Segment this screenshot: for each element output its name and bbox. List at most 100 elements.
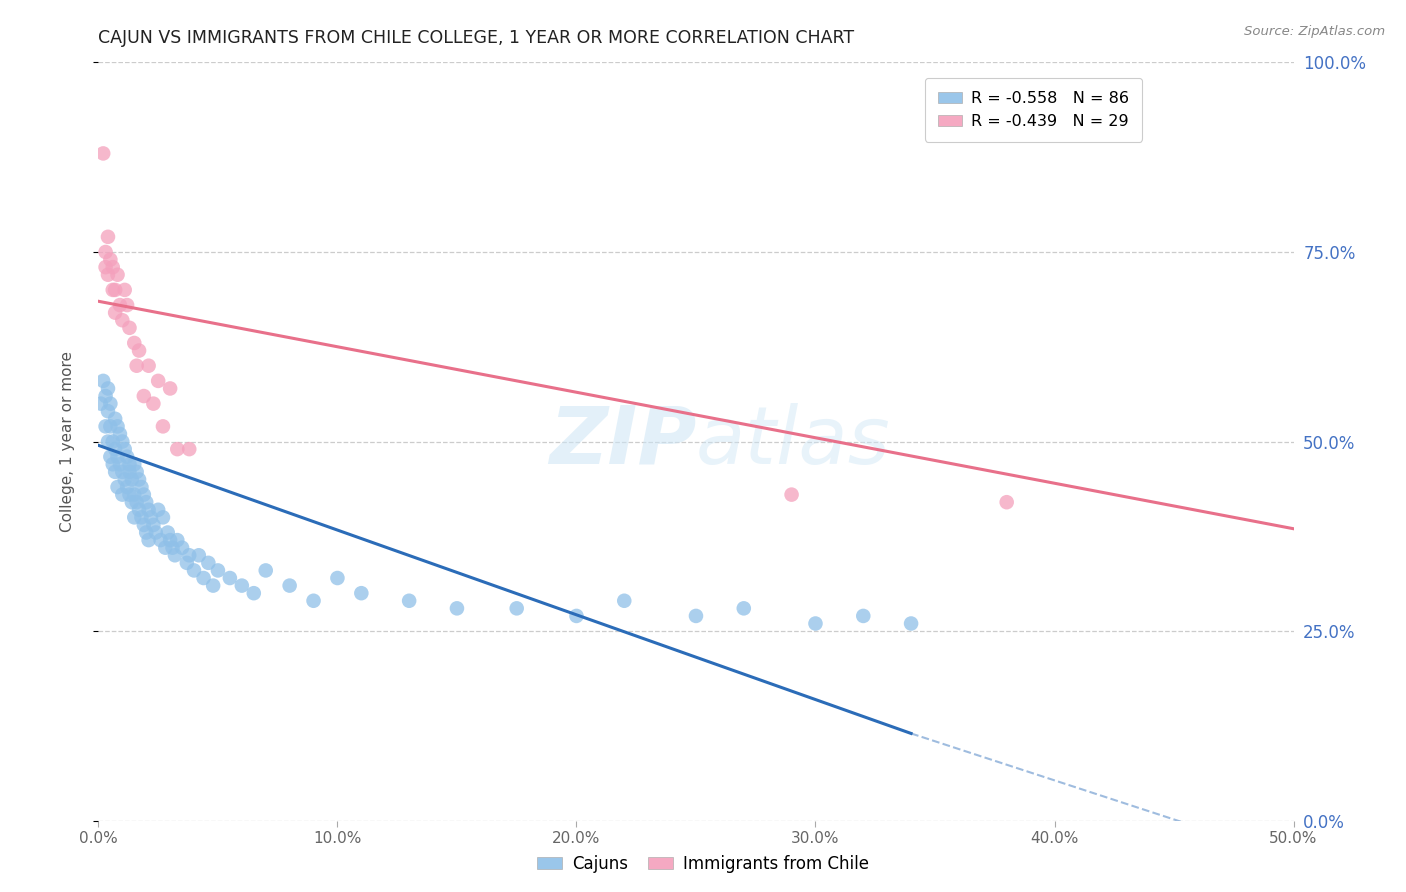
Point (900, 616, 922, 631)
Point (94, 244, 117, 259)
Point (138, 503, 160, 517)
Point (243, 586, 266, 600)
Point (139, 510, 162, 524)
Point (231, 579, 253, 593)
Point (91, 374, 114, 388)
Point (94, 389, 117, 403)
Point (108, 298, 131, 312)
Point (104, 305, 127, 319)
Point (107, 268, 129, 282)
Point (111, 434, 134, 449)
Point (98, 419, 122, 434)
Point (104, 283, 127, 297)
Point (97, 229, 120, 244)
Point (90, 396, 112, 410)
Point (162, 541, 184, 555)
Point (94, 419, 117, 434)
Point (219, 571, 242, 585)
Point (166, 533, 188, 548)
Point (780, 487, 803, 501)
Point (183, 564, 205, 578)
Point (115, 450, 138, 464)
Point (124, 458, 146, 472)
Point (111, 487, 134, 501)
Point (159, 533, 181, 548)
Point (128, 473, 150, 487)
Point (995, 495, 1018, 509)
Point (128, 343, 150, 358)
Point (132, 389, 155, 403)
Point (148, 374, 170, 388)
Point (202, 579, 225, 593)
Point (124, 335, 146, 350)
Point (326, 571, 349, 585)
Point (98, 396, 122, 410)
Point (733, 601, 755, 615)
Point (107, 450, 129, 464)
Point (207, 564, 229, 578)
Text: CAJUN VS IMMIGRANTS FROM CHILE COLLEGE, 1 YEAR OR MORE CORRELATION CHART: CAJUN VS IMMIGRANTS FROM CHILE COLLEGE, … (98, 29, 855, 47)
Point (118, 487, 141, 501)
Point (101, 283, 124, 297)
Point (302, 594, 325, 608)
Point (193, 571, 215, 585)
Point (149, 533, 172, 548)
Point (135, 495, 157, 509)
Point (107, 419, 129, 434)
Point (187, 548, 209, 563)
Legend: R = -0.558   N = 86, R = -0.439   N = 29: R = -0.558 N = 86, R = -0.439 N = 29 (925, 78, 1142, 142)
Point (138, 533, 160, 548)
Point (114, 283, 136, 297)
Point (104, 442, 127, 457)
Point (179, 442, 201, 457)
Point (155, 541, 177, 555)
Point (179, 548, 201, 563)
Point (852, 608, 875, 623)
Point (114, 473, 136, 487)
Point (138, 359, 160, 373)
Point (131, 510, 153, 524)
Point (176, 556, 198, 570)
Point (613, 594, 636, 608)
Point (152, 510, 174, 524)
Point (142, 517, 165, 532)
Point (254, 564, 277, 578)
Point (101, 458, 124, 472)
Point (804, 616, 827, 631)
Point (156, 525, 179, 540)
Point (91, 146, 114, 161)
Point (278, 579, 301, 593)
Point (108, 458, 131, 472)
Point (98, 450, 122, 464)
Point (97, 268, 120, 282)
Point (350, 586, 373, 600)
Point (565, 608, 588, 623)
Text: Source: ZipAtlas.com: Source: ZipAtlas.com (1244, 25, 1385, 38)
Point (124, 487, 146, 501)
Point (111, 465, 134, 479)
Point (101, 434, 124, 449)
Point (111, 313, 134, 327)
Point (166, 442, 188, 457)
Point (132, 517, 155, 532)
Point (148, 503, 170, 517)
Point (94, 260, 117, 275)
Point (107, 480, 129, 494)
Point (118, 320, 141, 334)
Point (125, 359, 148, 373)
Point (115, 480, 138, 494)
Point (98, 252, 122, 267)
Point (145, 525, 167, 540)
Point (159, 382, 181, 396)
Point (118, 465, 141, 479)
Point (101, 260, 124, 275)
Point (131, 480, 153, 494)
Point (152, 419, 174, 434)
Point (125, 495, 148, 509)
Point (125, 465, 148, 479)
Point (163, 548, 186, 563)
Point (97, 434, 120, 449)
Point (172, 541, 194, 555)
Point (121, 473, 143, 487)
Text: ZIP: ZIP (548, 402, 696, 481)
